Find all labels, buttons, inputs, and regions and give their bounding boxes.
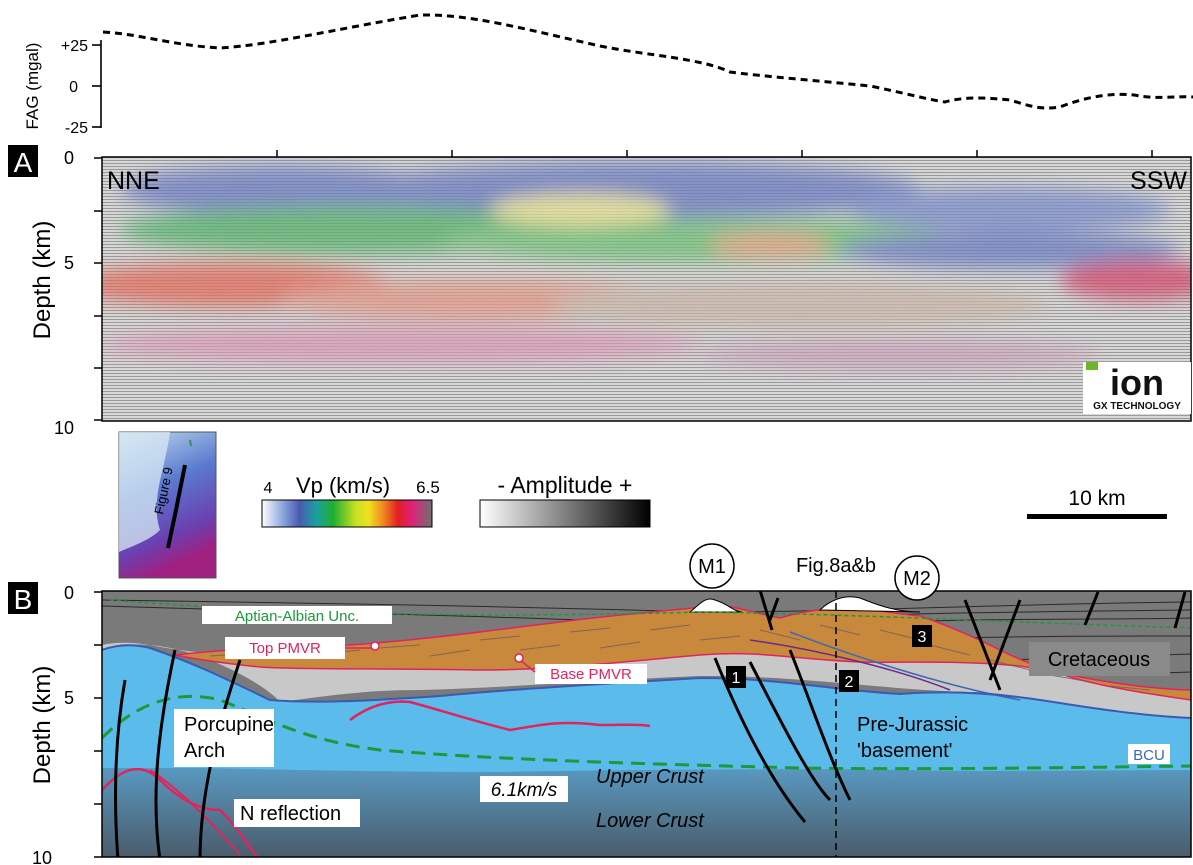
m1-label: M1 <box>698 556 726 578</box>
panel-b-letter-box <box>8 582 38 614</box>
label-porcupine: Porcupine <box>184 714 274 736</box>
fag-tick-plus25: +25 <box>61 38 88 55</box>
fag-tick-minus25: -25 <box>65 120 88 137</box>
ion-logo-sub: GX TECHNOLOGY <box>1093 401 1181 412</box>
panel-a-ytick-10: 10 <box>54 418 74 438</box>
fig8-ref-label: Fig.8a&b <box>796 555 876 577</box>
panel-b-ytick-10: 10 <box>32 848 52 865</box>
panel-a-ytick-5: 5 <box>64 253 74 273</box>
label-top-pmvr: Top PMVR <box>249 640 321 657</box>
label-pre-jurassic: Pre-Jurassic <box>857 714 968 736</box>
label-basement: 'basement' <box>857 740 952 762</box>
fag-tick-0: 0 <box>69 79 78 96</box>
base-pmvr-marker <box>514 653 524 663</box>
panel-a: A <box>8 145 1192 438</box>
label-bcu: BCU <box>1133 747 1165 764</box>
fag-profile: +25 0 -25 FAG (mgal) <box>23 13 1193 137</box>
label-cretaceous: Cretaceous <box>1048 649 1150 671</box>
panel-a-ytick-0: 0 <box>64 148 74 168</box>
vp-title: Vp (km/s) <box>296 473 390 498</box>
seismic-section <box>102 157 1191 421</box>
label-upper-crust: Upper Crust <box>596 766 705 788</box>
legend-row: Figure 9 4 Vp (km/s) 6.5 - Amplitude + 1… <box>118 431 1167 579</box>
panel-a-letter-box <box>8 145 38 177</box>
panel-a-letter: A <box>14 147 33 178</box>
box-3-label: 3 <box>918 629 927 646</box>
direction-ssw: SSW <box>1130 167 1187 195</box>
label-aptian-albian: Aptian-Albian Unc. <box>235 608 359 625</box>
fag-curve <box>102 13 1193 110</box>
scale-label: 10 km <box>1068 487 1125 510</box>
amplitude-title: - Amplitude + <box>498 472 633 498</box>
vp-min: 4 <box>264 480 273 497</box>
fag-axis-label: FAG (mgal) <box>23 43 42 130</box>
location-inset: Figure 9 <box>118 431 217 579</box>
panel-b-ytick-0: 0 <box>64 583 74 603</box>
amplitude-colorbar: - Amplitude + <box>479 472 651 528</box>
vp-colorbar: 4 Vp (km/s) 6.5 <box>261 473 440 528</box>
box-1 <box>726 666 746 688</box>
label-arch: Arch <box>184 740 225 762</box>
panel-b-letter: B <box>14 584 33 615</box>
panel-a-top-ticks <box>276 150 1153 157</box>
box-1-label: 1 <box>732 670 741 687</box>
panel-b: B <box>8 543 1192 865</box>
box-2-label: 2 <box>845 674 854 691</box>
m2-circle <box>894 555 940 601</box>
label-velocity: 6.1km/s <box>491 780 558 801</box>
label-lower-crust: Lower Crust <box>596 810 705 832</box>
scale-bar: 10 km <box>1027 487 1167 519</box>
panel-b-y-label: Depth (km) <box>29 666 56 785</box>
label-n-reflection: N reflection <box>240 803 341 825</box>
box-2 <box>839 670 859 692</box>
ion-logo: ion GX TECHNOLOGY <box>1083 362 1191 414</box>
panel-a-y-label: Depth (km) <box>29 221 56 340</box>
direction-nne: NNE <box>107 167 160 195</box>
ion-logo-text: ion <box>1110 362 1164 403</box>
m1-circle <box>689 543 735 589</box>
vp-max: 6.5 <box>416 478 440 497</box>
panel-b-ytick-5: 5 <box>64 688 74 708</box>
box-3 <box>912 625 932 647</box>
m2-label: M2 <box>903 568 931 590</box>
label-base-pmvr: Base PMVR <box>550 666 632 683</box>
top-pmvr-marker <box>370 641 380 651</box>
